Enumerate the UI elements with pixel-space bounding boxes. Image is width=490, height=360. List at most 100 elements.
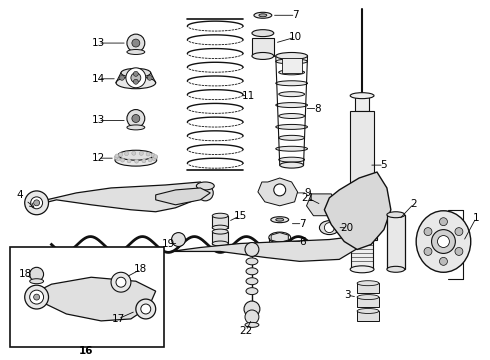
Ellipse shape: [212, 225, 228, 230]
Text: 13: 13: [92, 116, 105, 126]
Ellipse shape: [276, 59, 308, 64]
Ellipse shape: [116, 77, 156, 89]
Text: 17: 17: [111, 314, 124, 324]
Ellipse shape: [246, 278, 258, 285]
Text: 10: 10: [289, 32, 302, 42]
Circle shape: [172, 233, 185, 247]
Text: 18: 18: [19, 269, 32, 279]
Text: 11: 11: [242, 91, 255, 101]
Circle shape: [245, 310, 259, 324]
Ellipse shape: [254, 12, 272, 18]
Ellipse shape: [196, 182, 214, 190]
Polygon shape: [307, 194, 336, 216]
Text: 12: 12: [92, 153, 105, 163]
Polygon shape: [271, 233, 288, 243]
Circle shape: [30, 290, 44, 304]
Ellipse shape: [127, 50, 145, 54]
Ellipse shape: [212, 241, 228, 246]
Circle shape: [245, 243, 259, 256]
Bar: [347, 210, 377, 239]
Text: 16: 16: [79, 346, 94, 356]
Circle shape: [147, 75, 152, 80]
Circle shape: [274, 184, 286, 196]
Ellipse shape: [319, 221, 339, 235]
Circle shape: [133, 71, 138, 76]
Circle shape: [34, 200, 40, 206]
Circle shape: [136, 299, 156, 319]
Circle shape: [141, 304, 151, 314]
Text: 15: 15: [233, 211, 246, 221]
Text: 22: 22: [240, 326, 253, 336]
Circle shape: [114, 156, 118, 159]
Ellipse shape: [276, 218, 284, 221]
Circle shape: [133, 79, 138, 84]
Text: 7: 7: [299, 219, 306, 229]
Ellipse shape: [246, 258, 258, 265]
Circle shape: [139, 151, 143, 156]
Circle shape: [119, 153, 122, 157]
Ellipse shape: [357, 281, 379, 286]
Text: 2: 2: [411, 199, 417, 209]
Circle shape: [135, 159, 139, 163]
Ellipse shape: [346, 206, 378, 214]
Bar: [10, 247, 164, 347]
Circle shape: [154, 155, 158, 159]
Polygon shape: [32, 182, 210, 212]
Text: 4: 4: [17, 190, 34, 207]
Ellipse shape: [246, 268, 258, 275]
Circle shape: [121, 158, 124, 162]
Circle shape: [132, 151, 136, 155]
Circle shape: [120, 75, 124, 80]
Text: 6: 6: [299, 237, 306, 247]
Circle shape: [432, 230, 455, 253]
Ellipse shape: [212, 213, 228, 218]
Bar: [212, 231, 228, 243]
Circle shape: [440, 218, 447, 226]
Ellipse shape: [279, 157, 305, 162]
Circle shape: [115, 154, 119, 158]
Ellipse shape: [252, 53, 274, 59]
Ellipse shape: [279, 135, 305, 140]
Text: 20: 20: [341, 222, 354, 233]
Text: 8: 8: [314, 104, 321, 113]
Circle shape: [424, 228, 432, 235]
Circle shape: [148, 158, 152, 162]
Circle shape: [116, 157, 120, 161]
Text: 14: 14: [92, 74, 105, 84]
Text: 19: 19: [162, 239, 175, 248]
Circle shape: [455, 228, 463, 235]
Circle shape: [197, 185, 213, 201]
Circle shape: [244, 301, 260, 317]
Bar: [357, 283, 379, 293]
Bar: [252, 38, 274, 56]
Circle shape: [24, 285, 49, 309]
Polygon shape: [258, 178, 297, 206]
Bar: [282, 58, 301, 73]
Text: 18: 18: [134, 264, 147, 274]
Circle shape: [146, 152, 150, 156]
Bar: [387, 215, 405, 269]
Ellipse shape: [269, 242, 291, 253]
Polygon shape: [324, 172, 391, 249]
Bar: [351, 239, 373, 269]
Circle shape: [131, 73, 141, 83]
Ellipse shape: [416, 211, 471, 272]
Ellipse shape: [357, 309, 379, 314]
Ellipse shape: [357, 294, 379, 300]
Circle shape: [151, 153, 155, 157]
Circle shape: [455, 247, 463, 255]
Circle shape: [34, 294, 40, 300]
Circle shape: [126, 68, 146, 88]
Ellipse shape: [115, 154, 157, 166]
Circle shape: [440, 257, 447, 265]
Circle shape: [127, 34, 145, 52]
Ellipse shape: [276, 53, 308, 59]
Ellipse shape: [276, 146, 308, 151]
Circle shape: [153, 155, 157, 159]
Circle shape: [31, 197, 43, 209]
Circle shape: [30, 267, 44, 281]
Ellipse shape: [276, 103, 308, 108]
Ellipse shape: [279, 113, 305, 118]
Text: 1: 1: [473, 213, 480, 223]
Ellipse shape: [127, 125, 145, 130]
